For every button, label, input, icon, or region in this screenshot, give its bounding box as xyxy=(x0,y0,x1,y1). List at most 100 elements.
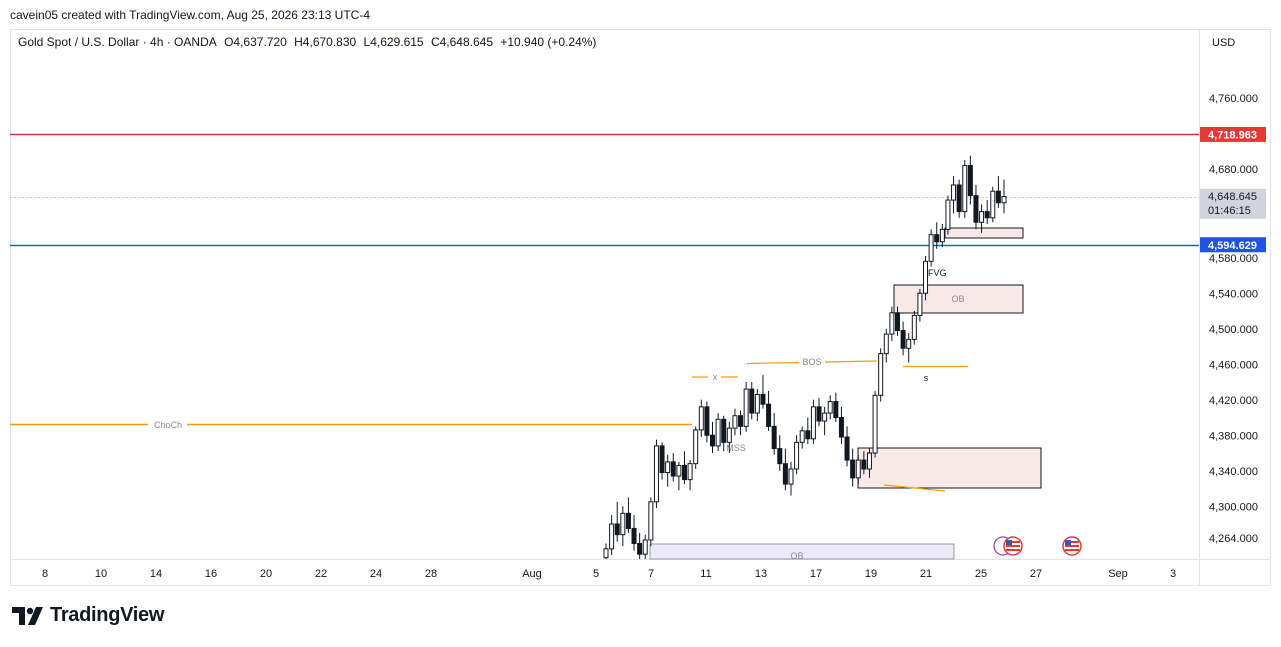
candle xyxy=(866,448,872,478)
candle xyxy=(872,390,878,458)
candle xyxy=(603,543,609,559)
sweep-line[interactable] xyxy=(883,484,946,492)
candle xyxy=(760,374,766,409)
candle xyxy=(631,515,637,551)
candle xyxy=(827,395,833,420)
candle xyxy=(653,439,659,509)
candle xyxy=(726,421,732,453)
price-tick-label: 4,580.000 xyxy=(1209,253,1258,265)
candle xyxy=(838,406,844,445)
candle xyxy=(900,321,906,356)
candle xyxy=(625,497,631,533)
candle xyxy=(670,453,676,482)
candle xyxy=(771,413,777,455)
tradingview-logo-text: TradingView xyxy=(50,604,165,626)
candle xyxy=(956,179,962,218)
candle xyxy=(878,348,884,402)
candle xyxy=(777,435,783,471)
candle xyxy=(967,155,973,205)
candle xyxy=(687,460,693,491)
candle xyxy=(855,454,861,485)
candle xyxy=(732,408,738,436)
time-tick-label: 25 xyxy=(975,568,987,580)
candle xyxy=(620,506,626,547)
candle xyxy=(973,184,979,230)
price-tick-label: 4,680.000 xyxy=(1209,164,1258,176)
price-tick-label: 4,264.000 xyxy=(1209,533,1258,545)
x-label: x xyxy=(713,372,718,382)
candle xyxy=(844,426,850,467)
legend-low: L4,629.615 xyxy=(363,35,424,49)
zone-label-ob-upper: OB xyxy=(951,294,964,304)
candle xyxy=(721,415,727,452)
price-tick-label: 4,500.000 xyxy=(1209,324,1258,336)
candle xyxy=(906,333,912,363)
candle xyxy=(833,392,839,422)
resistance-price-bg xyxy=(1200,126,1266,142)
time-tick-label: 10 xyxy=(95,568,107,580)
bos-line-right[interactable] xyxy=(824,360,878,363)
zone-box-ob-upper[interactable] xyxy=(893,284,1024,314)
price-tick-label: 4,300.000 xyxy=(1209,501,1258,513)
time-tick-label: Aug xyxy=(522,568,542,580)
candle xyxy=(642,534,648,559)
bos-line-left[interactable] xyxy=(746,361,800,365)
candle xyxy=(822,406,828,436)
legend-high: H4,670.830 xyxy=(294,35,357,49)
chart-frame xyxy=(10,29,1271,586)
candle xyxy=(715,413,721,452)
support-price-label: 4,594.629 xyxy=(1208,240,1257,252)
time-tick-label: 22 xyxy=(315,568,327,580)
price-tick-label: 4,760.000 xyxy=(1209,93,1258,105)
candle xyxy=(917,288,923,322)
candle xyxy=(1001,179,1007,214)
time-tick-label: 11 xyxy=(700,568,711,580)
time-tick-label: 28 xyxy=(425,568,437,580)
candle xyxy=(850,448,856,487)
candle xyxy=(799,426,805,449)
time-tick-label: 14 xyxy=(150,568,162,580)
candle xyxy=(738,410,744,436)
candle xyxy=(923,255,929,301)
candle xyxy=(676,461,682,491)
time-tick-label: 17 xyxy=(810,568,822,580)
candle xyxy=(990,186,996,223)
zone-box-ob-lower[interactable] xyxy=(649,543,955,560)
us-flag-event-icon[interactable] xyxy=(993,536,1023,556)
candle xyxy=(754,389,760,422)
last-price-label: 4,648.645 xyxy=(1208,191,1257,203)
time-tick-label: 27 xyxy=(1030,568,1042,580)
legend-symbol[interactable]: Gold Spot / U.S. Dollar · 4h · OANDA xyxy=(18,35,217,49)
tradingview-logo[interactable]: TradingView xyxy=(12,604,164,627)
zone-box-fvg[interactable] xyxy=(944,227,1024,239)
candle xyxy=(805,417,811,445)
time-tick-label: 7 xyxy=(648,568,654,580)
candle xyxy=(659,442,665,480)
bar-countdown-label: 01:46:15 xyxy=(1208,205,1251,217)
candle xyxy=(939,224,945,248)
us-flag-event-icon-2[interactable] xyxy=(1062,536,1082,556)
time-tick-label: Sep xyxy=(1108,568,1128,580)
candles-group xyxy=(603,155,1007,559)
last-price-bg xyxy=(1200,188,1266,219)
price-axis-ticks: 4,760.000 4,680.000 4,580.000 4,540.000 4,50… xyxy=(1209,93,1258,545)
tradingview-logo-icon xyxy=(12,606,43,625)
candle xyxy=(665,454,671,487)
legend-change: +10.940 (+0.24%) xyxy=(500,35,597,49)
price-tick-label: 4,460.000 xyxy=(1209,359,1258,371)
candle xyxy=(749,382,755,420)
candle xyxy=(951,176,957,214)
time-tick-label: 5 xyxy=(593,568,599,580)
candle xyxy=(984,200,990,225)
support-price-bg xyxy=(1200,237,1266,253)
candle xyxy=(710,421,716,453)
time-tick-label: 16 xyxy=(205,568,217,580)
candle xyxy=(816,397,822,427)
currency-label[interactable]: USD xyxy=(1212,37,1236,49)
time-tick-label: 21 xyxy=(920,568,932,580)
candle xyxy=(894,306,900,336)
zone-box-demand[interactable] xyxy=(857,447,1042,489)
candle xyxy=(609,515,615,556)
mss-label: MSS xyxy=(726,443,746,453)
